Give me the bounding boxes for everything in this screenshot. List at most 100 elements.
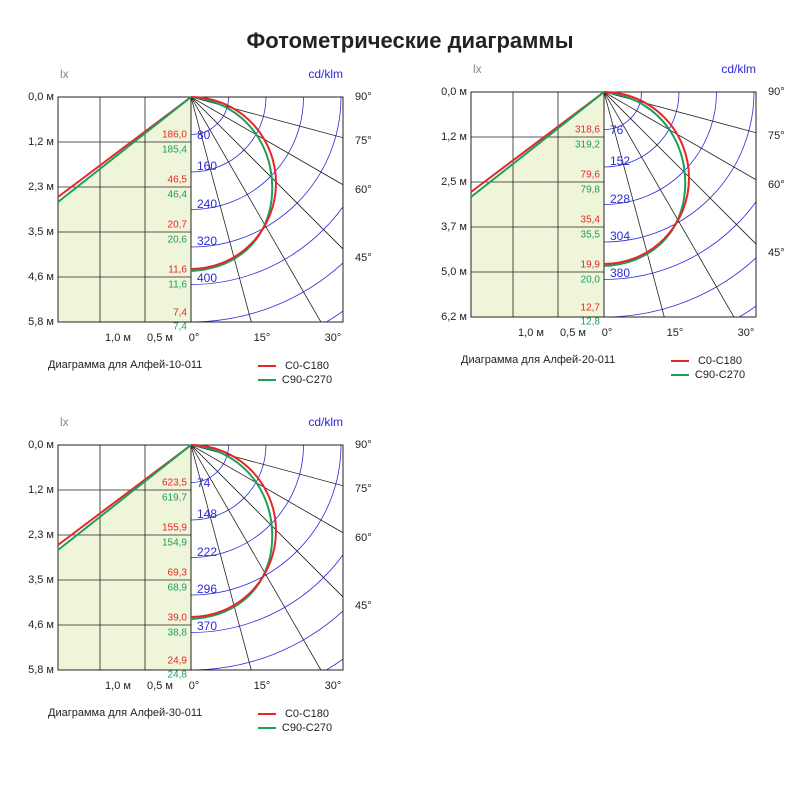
distance-label: 3,5 м <box>28 574 54 586</box>
radial-line <box>191 97 343 186</box>
distance-label: 0,0 м <box>28 91 54 103</box>
angle-label: 0° <box>189 680 200 692</box>
lux-c90: 35,5 <box>581 230 601 241</box>
intensity-label: 74 <box>197 476 211 490</box>
light-area <box>58 97 191 322</box>
width-label: 0,5 м <box>560 327 586 339</box>
intensity-label: 370 <box>197 619 217 633</box>
intensity-label: 400 <box>197 271 217 285</box>
distance-label: 3,7 м <box>441 221 467 233</box>
unit-right: cd/klm <box>308 67 343 81</box>
lux-c90: 46,4 <box>168 190 188 201</box>
lux-c0: 19,9 <box>581 260 601 271</box>
unit-right: cd/klm <box>721 62 756 76</box>
angle-label: 90° <box>355 91 372 103</box>
diagram: lx cd/klm 0,0 м 1,2 м 2,3 м 3,5 м 4,6 м 5,8 м 1,… <box>28 67 372 386</box>
distance-label: 0,0 м <box>441 86 467 98</box>
legend-label: C90-C270 <box>695 369 745 381</box>
cone-green <box>57 444 192 551</box>
distance-label: 2,3 м <box>28 529 54 541</box>
lux-c90: 20,0 <box>581 275 601 286</box>
intensity-label: 296 <box>197 582 217 596</box>
distance-label: 2,3 м <box>28 181 54 193</box>
intensity-label: 80 <box>197 128 211 142</box>
width-label: 1,0 м <box>105 680 131 692</box>
curve-red <box>190 444 277 618</box>
angle-label: 15° <box>667 327 684 339</box>
radial-line <box>191 97 343 250</box>
lux-c90: 11,6 <box>168 280 187 291</box>
diagram: lx cd/klm 0,0 м 1,2 м 2,5 м 3,7 м 5,0 м 6,2 м 1,… <box>441 62 785 381</box>
lux-c0: 39,0 <box>168 613 188 624</box>
polar-grid <box>191 97 343 322</box>
lux-c0: 318,6 <box>575 125 600 136</box>
intensity-label: 160 <box>197 159 217 173</box>
legend-label: C90-C270 <box>282 374 332 386</box>
distance-label: 6,2 м <box>441 311 467 323</box>
distance-label: 4,6 м <box>28 271 54 283</box>
angle-label: 30° <box>325 680 342 692</box>
unit-left: lx <box>60 67 69 81</box>
intensity-label: 76 <box>610 123 624 137</box>
lux-c0: 69,3 <box>168 568 188 579</box>
polar-grid <box>191 445 343 670</box>
angle-label: 60° <box>355 184 372 196</box>
distance-label: 5,0 м <box>441 266 467 278</box>
distance-label: 2,5 м <box>441 176 467 188</box>
intensity-label: 304 <box>610 229 630 243</box>
caption: Диаграмма для Алфей-20-011 <box>461 354 615 366</box>
radial-line <box>191 97 322 322</box>
radial-line <box>191 97 252 322</box>
cone-green <box>470 91 605 198</box>
angle-label: 60° <box>355 532 372 544</box>
intensity-label: 240 <box>197 197 217 211</box>
page-title: Фотометрические диаграммы <box>247 28 574 53</box>
radial-line <box>191 445 343 598</box>
radial-line <box>191 445 343 487</box>
angle-label: 0° <box>189 332 200 344</box>
lux-c0: 35,4 <box>581 215 601 226</box>
lux-c90: 7,4 <box>173 322 187 333</box>
radial-line <box>604 92 756 245</box>
angle-label: 15° <box>254 332 271 344</box>
distance-label: 0,0 м <box>28 439 54 451</box>
unit-left: lx <box>473 62 482 76</box>
caption: Диаграмма для Алфей-30-011 <box>48 707 202 719</box>
lux-c90: 38,8 <box>168 628 188 639</box>
width-label: 1,0 м <box>105 332 131 344</box>
intensity-label: 148 <box>197 507 217 521</box>
radial-line <box>604 92 735 317</box>
angle-label: 75° <box>355 135 372 147</box>
lux-c90: 20,6 <box>168 235 188 246</box>
radial-line <box>604 92 665 317</box>
distance-label: 3,5 м <box>28 226 54 238</box>
angle-label: 0° <box>602 327 613 339</box>
curve-green <box>190 444 274 620</box>
angle-label: 30° <box>738 327 755 339</box>
lux-c90: 68,9 <box>168 583 188 594</box>
lux-c0: 24,9 <box>168 656 188 667</box>
distance-label: 5,8 м <box>28 316 54 328</box>
curve-green <box>190 96 274 272</box>
diagram: lx cd/klm 0,0 м 1,2 м 2,3 м 3,5 м 4,6 м 5,8 м 1,… <box>28 415 372 734</box>
legend-label: C0-C180 <box>285 360 329 372</box>
angle-label: 75° <box>768 130 785 142</box>
angle-label: 15° <box>254 680 271 692</box>
angle-label: 90° <box>355 439 372 451</box>
legend-label: C90-C270 <box>282 722 332 734</box>
lux-c0: 11,6 <box>168 265 187 276</box>
radial-line <box>191 445 343 534</box>
intensity-label: 152 <box>610 154 630 168</box>
lux-c90: 12,8 <box>581 317 601 328</box>
lux-c90: 79,8 <box>581 185 601 196</box>
polar-grid <box>604 92 756 317</box>
angle-label: 45° <box>355 600 372 612</box>
lux-c0: 12,7 <box>581 303 601 314</box>
width-label: 0,5 м <box>147 332 173 344</box>
distance-label: 4,6 м <box>28 619 54 631</box>
radial-line <box>604 92 756 134</box>
legend-label: C0-C180 <box>285 708 329 720</box>
unit-right: cd/klm <box>308 415 343 429</box>
intensity-label: 380 <box>610 266 630 280</box>
